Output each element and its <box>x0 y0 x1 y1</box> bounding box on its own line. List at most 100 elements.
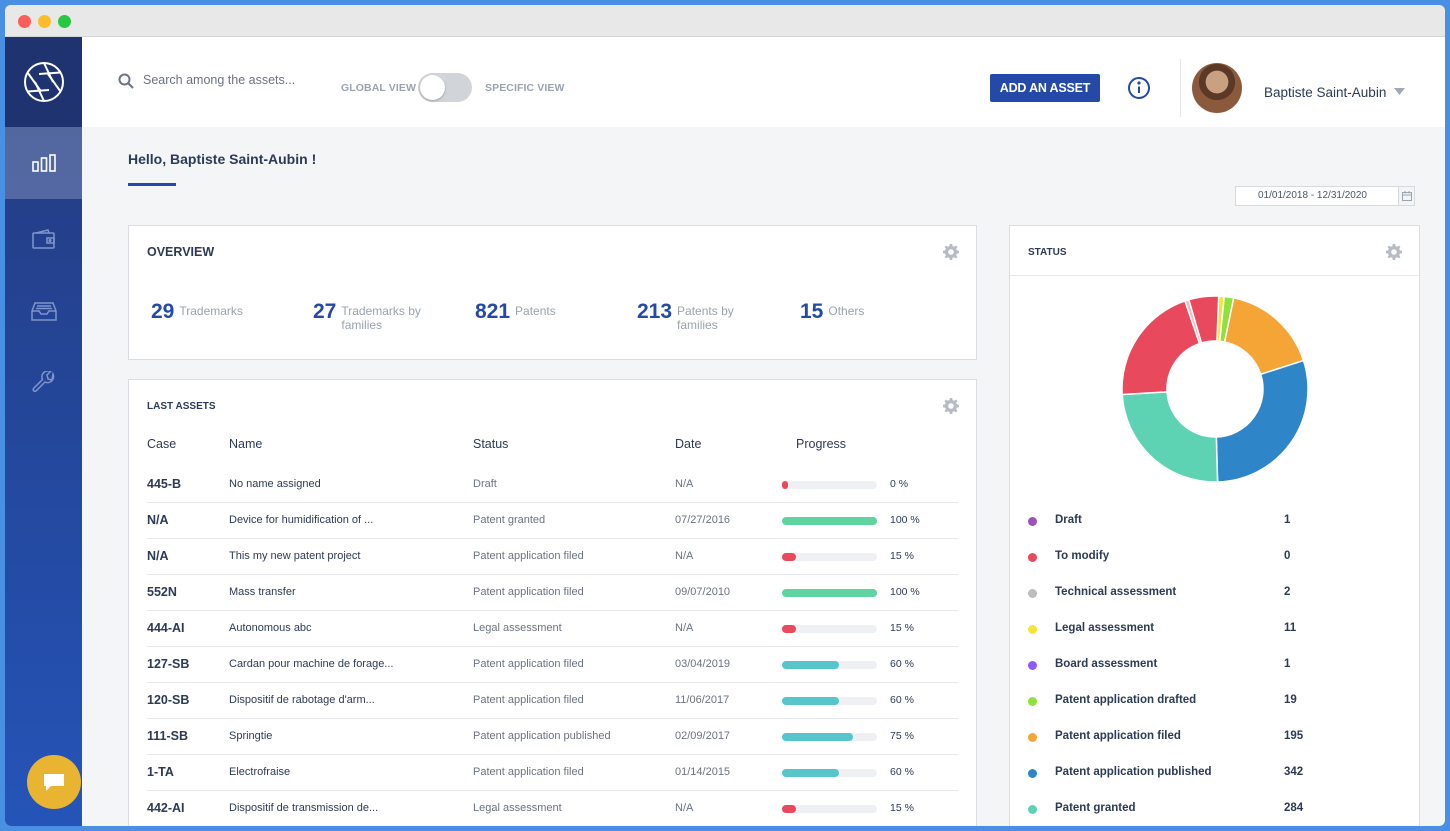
table-row[interactable]: 127-SBCardan pour machine de forage...Pa… <box>147 647 958 683</box>
legend-item[interactable]: Legal assessment11 <box>1028 620 1328 640</box>
app-window: GLOBAL VIEW SPECIFIC VIEW ADD AN ASSET B… <box>5 5 1445 826</box>
column-header-progress[interactable]: Progress <box>796 437 846 451</box>
legend-item[interactable]: Patent granted284 <box>1028 800 1328 820</box>
status-cell: Legal assessment <box>473 802 562 814</box>
stat-value: 213 <box>637 300 672 324</box>
case-cell: 442-AI <box>147 801 185 815</box>
progress-fill <box>782 589 877 597</box>
progress-percent: 60 % <box>890 694 914 706</box>
table-row[interactable]: 120-SBDispositif de rabotage d'arm...Pat… <box>147 683 958 719</box>
greeting-underline <box>128 183 176 186</box>
progress-fill <box>782 625 796 633</box>
column-header-status[interactable]: Status <box>473 437 508 451</box>
progress-bar <box>782 805 877 813</box>
progress-fill <box>782 661 839 669</box>
status-cell: Patent application filed <box>473 658 584 670</box>
progress-bar <box>782 625 877 633</box>
legend-item[interactable]: Technical assessment 2 <box>1028 584 1328 604</box>
stat-patents: 821 Patents <box>475 300 556 324</box>
view-toggle[interactable] <box>418 73 472 102</box>
legend-item[interactable]: To modify0 <box>1028 548 1328 568</box>
search-icon <box>118 73 134 89</box>
user-name[interactable]: Baptiste Saint-Aubin <box>1264 85 1386 100</box>
maximize-window-button[interactable] <box>58 15 71 28</box>
legend-value: 284 <box>1284 802 1303 814</box>
chat-button[interactable] <box>27 755 81 809</box>
donut-slice[interactable] <box>1122 392 1217 482</box>
main-content: Hello, Baptiste Saint-Aubin ! 01/01/2018… <box>82 127 1445 826</box>
column-header-name[interactable]: Name <box>229 437 262 451</box>
legend-label: Patent application filed <box>1055 730 1181 742</box>
table-row[interactable]: N/AThis my new patent projectPatent appl… <box>147 539 958 575</box>
donut-slice[interactable] <box>1216 361 1308 482</box>
avatar[interactable] <box>1192 63 1242 113</box>
name-cell: Dispositif de rabotage d'arm... <box>229 694 375 706</box>
gear-icon[interactable] <box>943 244 959 260</box>
table-row[interactable]: 1-TAElectrofraisePatent application file… <box>147 755 958 791</box>
inbox-tray-icon <box>31 301 57 321</box>
legend-value: 2 <box>1284 586 1290 598</box>
column-header-case[interactable]: Case <box>147 437 176 451</box>
column-header-date[interactable]: Date <box>675 437 701 451</box>
info-icon[interactable] <box>1127 76 1151 100</box>
legend-item[interactable]: Draft1 <box>1028 512 1328 532</box>
search-input[interactable] <box>143 73 313 87</box>
date-range-input[interactable]: 01/01/2018 - 12/31/2020 <box>1235 186 1415 206</box>
progress-percent: 15 % <box>890 622 914 634</box>
app-logo[interactable] <box>5 37 82 127</box>
stat-patents-by-families: 213 Patents byfamilies <box>637 300 734 332</box>
legend-label: Patent application published <box>1055 766 1212 778</box>
progress-bar <box>782 517 877 525</box>
legend-item[interactable]: Patent application drafted19 <box>1028 692 1328 712</box>
legend-dot <box>1028 697 1037 706</box>
stat-label: Patents byfamilies <box>677 304 734 332</box>
aperture-icon <box>22 60 66 104</box>
date-cell: 01/14/2015 <box>675 766 730 778</box>
table-row[interactable]: 552NMass transferPatent application file… <box>147 575 958 611</box>
donut-slice[interactable] <box>1225 298 1304 374</box>
progress-bar <box>782 769 877 777</box>
table-row[interactable]: 111-SBSpringtiePatent application publis… <box>147 719 958 755</box>
window-titlebar <box>5 5 1445 37</box>
add-asset-button[interactable]: ADD AN ASSET <box>990 74 1100 102</box>
gear-icon[interactable] <box>1386 244 1402 260</box>
minimize-window-button[interactable] <box>38 15 51 28</box>
greeting: Hello, Baptiste Saint-Aubin ! <box>128 151 316 167</box>
close-window-button[interactable] <box>18 15 31 28</box>
legend-label: Technical assessment <box>1055 586 1176 598</box>
status-cell: Draft <box>473 478 497 490</box>
table-row[interactable]: 442-AIDispositif de transmission de...Le… <box>147 791 958 826</box>
stat-others: 15 Others <box>800 300 864 324</box>
sidebar-item-dashboard[interactable] <box>5 127 82 199</box>
progress-bar <box>782 733 877 741</box>
calendar-button[interactable] <box>1398 186 1415 206</box>
gear-icon[interactable] <box>943 398 959 414</box>
table-row[interactable]: N/ADevice for humidification of ...Paten… <box>147 503 958 539</box>
sidebar-item-portfolio[interactable] <box>5 203 82 275</box>
legend-item[interactable]: Board assessment1 <box>1028 656 1328 676</box>
legend-item[interactable]: Patent application filed195 <box>1028 728 1328 748</box>
stat-value: 27 <box>313 300 336 324</box>
table-row[interactable]: 445-BNo name assignedDraftN/A0 % <box>147 467 958 503</box>
chevron-down-icon[interactable] <box>1394 88 1405 95</box>
legend-label: Legal assessment <box>1055 622 1154 634</box>
status-cell: Patent application filed <box>473 766 584 778</box>
date-cell: 09/07/2010 <box>675 586 730 598</box>
name-cell: Electrofraise <box>229 766 290 778</box>
stat-trademarks: 29 Trademarks <box>151 300 243 324</box>
donut-slice[interactable] <box>1122 301 1200 395</box>
last-assets-title: LAST ASSETS <box>147 401 216 412</box>
legend-item[interactable]: Patent application published342 <box>1028 764 1328 784</box>
progress-fill <box>782 517 877 525</box>
sidebar-item-settings[interactable] <box>5 347 82 419</box>
status-cell: Patent application published <box>473 730 611 742</box>
topbar-divider <box>1180 59 1181 117</box>
case-cell: 120-SB <box>147 693 189 707</box>
sidebar-item-inbox[interactable] <box>5 275 82 347</box>
legend-value: 19 <box>1284 694 1297 706</box>
table-row[interactable]: 444-AIAutonomous abcLegal assessmentN/A1… <box>147 611 958 647</box>
name-cell: Mass transfer <box>229 586 296 598</box>
progress-percent: 15 % <box>890 802 914 814</box>
progress-fill <box>782 697 839 705</box>
legend-value: 0 <box>1284 550 1290 562</box>
